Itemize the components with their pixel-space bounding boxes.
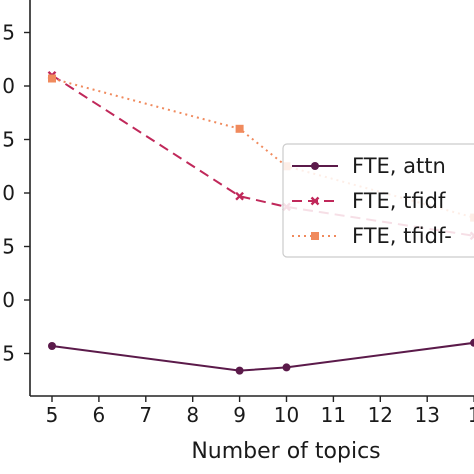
y-tick-label: 5 (2, 235, 15, 259)
legend-marker (311, 232, 319, 240)
data-point (235, 366, 244, 375)
y-tick-label: 5 (2, 128, 15, 152)
x-tick-label: 7 (139, 403, 152, 427)
legend-marker (310, 196, 320, 206)
x-tick-label: 6 (93, 403, 106, 427)
y-tick-label: 5 (2, 342, 15, 366)
y-tick-label: 0 (2, 181, 15, 205)
data-point (48, 74, 56, 83)
series-line (51, 341, 474, 372)
plot-axes (29, 0, 474, 397)
x-tick-label: 13 (414, 403, 439, 427)
x-tick-label: 1 (468, 403, 474, 427)
x-tick-label: 11 (321, 403, 346, 427)
x-axis-label: Number of topics (191, 439, 380, 464)
y-tick-label: 0 (2, 74, 15, 98)
data-point (282, 363, 291, 372)
series-line (51, 74, 474, 237)
series-1 (48, 338, 474, 375)
x-tick-label: 8 (186, 403, 199, 427)
x-tick-label: 5 (46, 403, 59, 427)
legend-label: FTE, attn (352, 154, 446, 178)
x-tick-label: 9 (233, 403, 246, 427)
data-point (470, 338, 474, 347)
series-line (51, 77, 474, 219)
data-point (235, 124, 244, 133)
x-tick-label: 12 (368, 403, 393, 427)
legend: FTE, attn FTE, tfidf FTE, tfidf- (282, 143, 474, 258)
y-tick-label: 5 (2, 21, 15, 45)
legend-label: FTE, tfidf- (352, 224, 452, 248)
legend-entry: FTE, attn (292, 154, 446, 178)
legend-entry: FTE, tfidf (292, 189, 446, 213)
axis-ticks: 5 6 7 8 9 10 11 12 13 1 5 0 5 0 5 0 5 (2, 21, 474, 427)
x-tick-label: 10 (274, 403, 299, 427)
legend-label: FTE, tfidf (352, 189, 446, 213)
legend-entry: FTE, tfidf- (292, 224, 452, 248)
data-point (235, 191, 244, 201)
data-point (48, 342, 56, 351)
legend-frame (282, 143, 474, 258)
legend-marker (311, 162, 319, 170)
y-tick-label: 0 (2, 288, 15, 312)
